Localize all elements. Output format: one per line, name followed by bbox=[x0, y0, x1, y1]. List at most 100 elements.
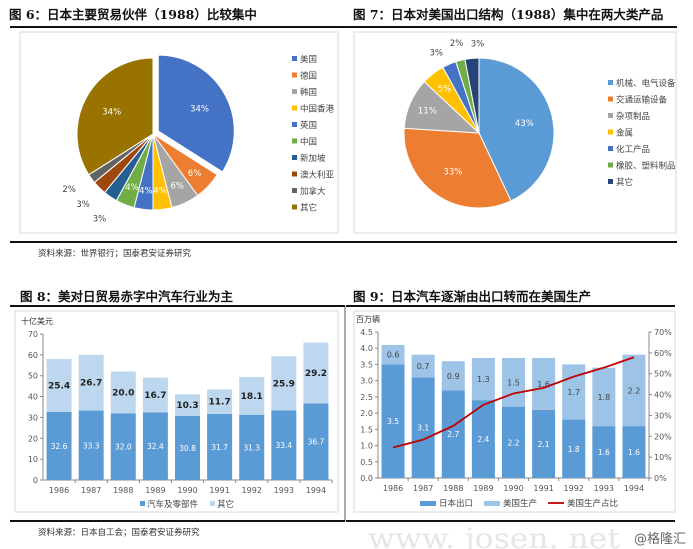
data-label: 1.8 bbox=[597, 393, 610, 402]
data-label: 31.3 bbox=[243, 443, 260, 452]
pie-label-其它: 34% bbox=[102, 107, 121, 117]
y-tick-label: 1.5 bbox=[360, 425, 373, 434]
bar-日本出口-1993 bbox=[592, 426, 616, 478]
y-tick-label: 30 bbox=[28, 413, 38, 422]
data-label: 30.8 bbox=[179, 444, 196, 453]
x-tick-label: 1986 bbox=[383, 484, 403, 493]
bar-汽车及零部件-1991 bbox=[207, 413, 233, 480]
bar-日本出口-1986 bbox=[381, 364, 405, 478]
x-tick-label: 1994 bbox=[306, 486, 326, 495]
data-label: 36.7 bbox=[308, 438, 325, 447]
data-label: 3.5 bbox=[387, 417, 399, 426]
bar-美国生产-1987 bbox=[411, 354, 435, 378]
y-tick-label: 3.0 bbox=[360, 377, 373, 386]
x-tick-label: 1988 bbox=[443, 484, 463, 493]
pie-label-交通运输设备: 33% bbox=[443, 167, 462, 177]
data-label: 1.8 bbox=[568, 445, 580, 454]
bar-汽车及零部件-1988 bbox=[110, 413, 136, 480]
legend-swatch bbox=[292, 188, 297, 193]
legend-label-加拿大: 加拿大 bbox=[300, 186, 326, 197]
y2-tick-label: 50% bbox=[654, 370, 672, 379]
legend-swatch bbox=[608, 179, 613, 184]
data-label: 0.9 bbox=[447, 372, 460, 381]
bar-汽车及零部件-1992 bbox=[239, 414, 265, 480]
bar-日本出口-1991 bbox=[532, 409, 556, 478]
pie-slice-机械、电气设备 bbox=[478, 57, 555, 202]
bar-汽车及零部件-1993 bbox=[271, 410, 297, 480]
legend-label-澳大利亚: 澳大利亚 bbox=[300, 170, 335, 181]
bar-日本出口-1988 bbox=[441, 390, 465, 478]
legend-swatch bbox=[292, 122, 297, 127]
x-tick-label: 1990 bbox=[177, 486, 197, 495]
y-tick-label: 2.5 bbox=[360, 393, 373, 402]
x-tick-label: 1987 bbox=[81, 486, 101, 495]
legend-swatch bbox=[420, 501, 436, 506]
data-label: 32.6 bbox=[51, 442, 68, 451]
legend-swatch bbox=[292, 204, 297, 210]
y-axis-unit: 百万辆 bbox=[356, 314, 380, 324]
bar-日本出口-1989 bbox=[471, 400, 495, 478]
bar-美国生产-1994 bbox=[622, 354, 646, 427]
legend-swatch bbox=[608, 146, 613, 151]
data-label: 25.9 bbox=[273, 379, 295, 389]
data-label: 3.1 bbox=[417, 424, 429, 433]
legend-label-金属: 金属 bbox=[616, 128, 633, 139]
legend-label-新加坡: 新加坡 bbox=[300, 153, 326, 164]
legend-label-中国: 中国 bbox=[300, 137, 317, 148]
legend-swatch bbox=[292, 89, 297, 94]
pie-slice-交通运输设备 bbox=[403, 127, 512, 209]
bar-汽车及零部件-1986 bbox=[46, 412, 72, 480]
pie-label-德国: 6% bbox=[188, 169, 202, 179]
data-label: 16.7 bbox=[144, 391, 166, 401]
x-tick-label: 1988 bbox=[113, 486, 133, 495]
x-tick-label: 1993 bbox=[594, 484, 614, 493]
y-tick-label: 50 bbox=[28, 372, 38, 381]
x-tick-label: 1994 bbox=[624, 484, 644, 493]
bar-其它-1992 bbox=[239, 376, 265, 415]
data-label: 2.2 bbox=[508, 438, 520, 447]
bar-美国生产-1988 bbox=[441, 361, 465, 391]
y-tick-label: 3.5 bbox=[360, 360, 373, 369]
data-label: 1.5 bbox=[507, 378, 520, 387]
y2-tick-label: 10% bbox=[654, 453, 672, 462]
legend-label-美国生产: 美国生产 bbox=[503, 498, 537, 509]
x-tick-label: 1987 bbox=[413, 484, 433, 493]
x-tick-label: 1990 bbox=[503, 484, 523, 493]
bar-汽车及零部件-1987 bbox=[78, 410, 104, 480]
data-label: 11.7 bbox=[209, 398, 231, 408]
legend-label-汽车及零部件: 汽车及零部件 bbox=[147, 499, 199, 510]
y-tick-label: 20 bbox=[28, 434, 38, 443]
y-tick-label: 60 bbox=[28, 351, 38, 360]
fig8-source: 资料来源：日本自工会；国泰君安证券研究 bbox=[38, 527, 200, 538]
pie-label-金属: 5% bbox=[438, 85, 452, 95]
fig9-title: 图 9：日本汽车逐渐由出口转而在美国生产 bbox=[353, 289, 591, 304]
bar-其它-1986 bbox=[46, 359, 72, 413]
bar-日本出口-1994 bbox=[622, 426, 646, 478]
legend-label-德国: 德国 bbox=[300, 71, 317, 82]
bar-汽车及零部件-1994 bbox=[303, 403, 329, 480]
pie-slice-其它 bbox=[464, 57, 480, 134]
y2-tick-label: 60% bbox=[654, 349, 672, 358]
legend-swatch bbox=[210, 501, 215, 506]
fig8-title: 图 8：美对日贸易赤字中汽车行业为主 bbox=[20, 289, 234, 304]
x-tick-label: 1986 bbox=[49, 486, 69, 495]
data-label: 32.0 bbox=[115, 443, 132, 452]
data-label: 33.3 bbox=[83, 441, 100, 450]
bar-美国生产-1989 bbox=[471, 357, 495, 401]
pie-label-橡胶、塑料制品: 2% bbox=[450, 39, 464, 49]
legend-label-橡胶、塑料制品: 橡胶、塑料制品 bbox=[616, 161, 676, 172]
bar-其它-1991 bbox=[207, 389, 233, 414]
bar-其它-1988 bbox=[110, 371, 136, 414]
y2-tick-label: 40% bbox=[654, 391, 672, 400]
data-label: 2.4 bbox=[477, 435, 489, 444]
watermark-site: www. josen. net bbox=[368, 522, 621, 549]
bar-日本出口-1987 bbox=[411, 377, 435, 478]
legend-swatch bbox=[484, 501, 500, 506]
data-label: 1.3 bbox=[477, 375, 490, 384]
legend-swatch bbox=[608, 129, 613, 135]
legend-swatch bbox=[292, 138, 297, 144]
y-tick-label: 1.0 bbox=[360, 442, 373, 451]
x-tick-label: 1989 bbox=[473, 484, 493, 493]
legend-swatch bbox=[292, 155, 297, 160]
